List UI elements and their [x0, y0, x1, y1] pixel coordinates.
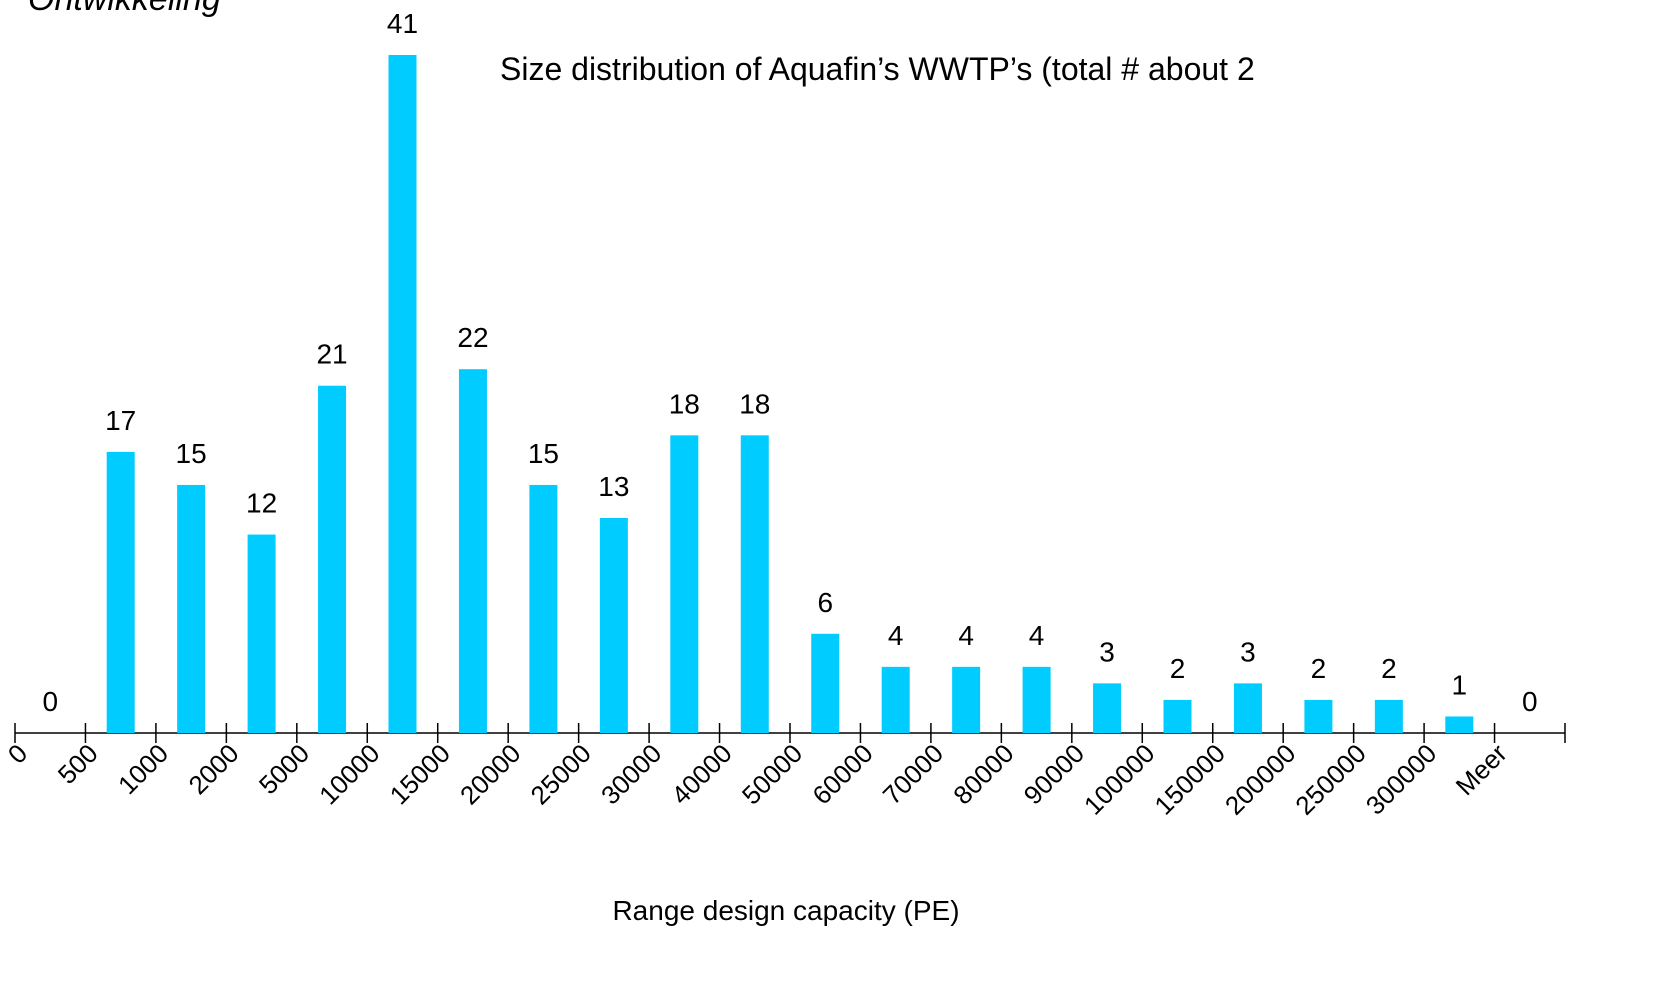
value-label: 3 [1099, 636, 1115, 667]
value-label: 3 [1240, 636, 1256, 667]
x-tick-label: 70000 [877, 738, 949, 810]
x-tick-label: 60000 [806, 738, 878, 810]
value-label: 41 [387, 8, 418, 39]
bar [599, 518, 628, 733]
value-label: 2 [1381, 653, 1397, 684]
value-label: 12 [246, 488, 277, 519]
x-tick-label: 250000 [1289, 738, 1372, 821]
x-tick-label: 80000 [947, 738, 1019, 810]
x-tick-label: 15000 [384, 738, 456, 810]
bar [458, 369, 487, 733]
value-label: 2 [1311, 653, 1327, 684]
x-axis-label: Range design capacity (PE) [612, 895, 959, 926]
x-tick-label: 25000 [525, 738, 597, 810]
bar [529, 484, 558, 733]
bar [1022, 666, 1051, 733]
bar [1163, 699, 1192, 733]
x-tick-label: 30000 [595, 738, 667, 810]
value-label: 0 [1522, 686, 1538, 717]
x-tick-label: 20000 [454, 738, 526, 810]
x-tick-label: 40000 [665, 738, 737, 810]
bar [952, 666, 981, 733]
bar [106, 451, 135, 733]
x-tick-label: 0 [2, 738, 33, 769]
value-label: 17 [105, 405, 136, 436]
value-label: 6 [817, 587, 833, 618]
value-label: 1 [1452, 669, 1468, 700]
bar [811, 633, 840, 733]
bar [670, 435, 699, 733]
value-label: 4 [888, 620, 904, 651]
value-label: 0 [42, 686, 58, 717]
x-tick-label: 10000 [313, 738, 385, 810]
bar [881, 666, 910, 733]
bar [177, 484, 206, 733]
chart-title: Size distribution of Aquafin’s WWTP’s (t… [500, 51, 1255, 87]
page-header: Ontwikkeling [28, 0, 221, 18]
x-tick-label: 100000 [1078, 738, 1161, 821]
x-tick-label: 300000 [1360, 738, 1443, 821]
bar [1233, 683, 1262, 733]
bar [740, 435, 769, 733]
x-tick-label: Meer [1450, 738, 1513, 801]
x-tick-label: 2000 [182, 738, 244, 800]
bar [1304, 699, 1333, 733]
value-label: 21 [316, 339, 347, 370]
bar [318, 385, 347, 733]
value-label: 22 [457, 322, 488, 353]
bar [247, 534, 276, 733]
value-label: 18 [739, 388, 770, 419]
value-label: 15 [176, 438, 207, 469]
value-label: 15 [528, 438, 559, 469]
bar [1374, 699, 1403, 733]
bar [1445, 716, 1474, 733]
bar [1093, 683, 1122, 733]
value-label: 13 [598, 471, 629, 502]
x-tick-label: 200000 [1219, 738, 1302, 821]
x-tick-label: 50000 [736, 738, 808, 810]
value-label: 18 [669, 388, 700, 419]
bar [388, 55, 417, 733]
x-tick-label: 150000 [1148, 738, 1231, 821]
x-tick-label: 500 [52, 738, 104, 790]
value-label: 2 [1170, 653, 1186, 684]
x-tick-label: 1000 [112, 738, 174, 800]
value-label: 4 [1029, 620, 1045, 651]
x-tick-label: 5000 [253, 738, 315, 800]
value-label: 4 [958, 620, 974, 651]
